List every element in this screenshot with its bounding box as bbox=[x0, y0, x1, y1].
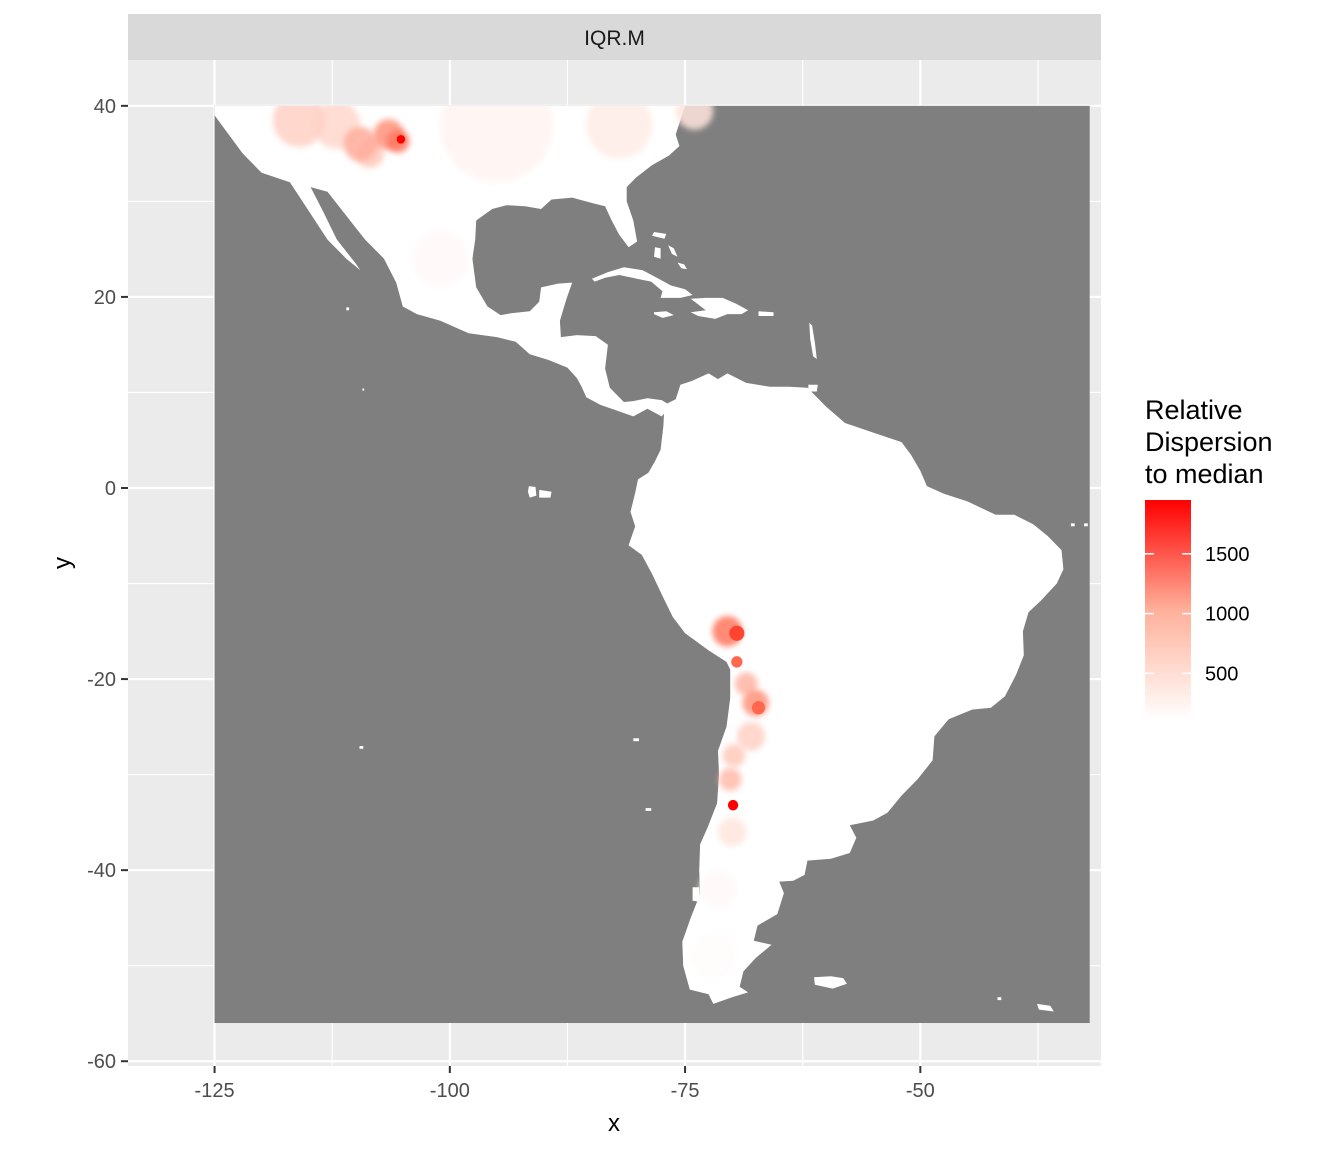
dispersion-hotspot bbox=[396, 134, 406, 144]
dispersion-hotspot bbox=[689, 932, 737, 981]
y-tick-label: -60 bbox=[87, 1051, 116, 1073]
dispersion-hotspot bbox=[736, 722, 766, 751]
y-tick-label: -20 bbox=[87, 669, 116, 691]
y-tick-label: -40 bbox=[87, 860, 116, 882]
facet-strip-label: IQR.M bbox=[584, 27, 645, 50]
dispersion-hotspots bbox=[272, 105, 769, 981]
land-chiloe bbox=[692, 887, 701, 902]
land-bahamas-4 bbox=[677, 262, 687, 270]
land-south-america bbox=[628, 373, 1064, 1004]
y-tick-label: 0 bbox=[105, 478, 116, 500]
land-juan-fernandez bbox=[645, 808, 652, 811]
land-galapagos-1 bbox=[527, 486, 537, 498]
dispersion-hotspot bbox=[718, 767, 742, 791]
dispersion-hotspot bbox=[729, 625, 745, 641]
legend-break-label: 500 bbox=[1205, 663, 1238, 685]
dispersion-hotspot bbox=[699, 870, 737, 909]
land-south-georgia-1 bbox=[1037, 1003, 1054, 1012]
land-st-paul-rocks bbox=[1070, 523, 1075, 527]
land-easter-island-ish bbox=[359, 746, 364, 749]
land-south-georgia-2 bbox=[997, 997, 1002, 1001]
dispersion-hotspot bbox=[731, 656, 743, 668]
land-falklands bbox=[814, 976, 847, 989]
legend-colorbar bbox=[1145, 500, 1191, 720]
dispersion-hotspot bbox=[718, 817, 747, 847]
land-lesser-antilles bbox=[809, 322, 817, 359]
y-tick-label: 20 bbox=[94, 287, 116, 309]
facet-strip bbox=[128, 14, 1101, 60]
dispersion-hotspot bbox=[734, 672, 758, 696]
land-puerto-rico bbox=[758, 311, 774, 316]
land-trinidad bbox=[808, 384, 818, 392]
legend-ticks: 1500 1000 500 bbox=[1145, 544, 1250, 685]
dispersion-hotspot bbox=[722, 744, 746, 767]
dispersion-hotspot bbox=[412, 230, 469, 288]
legend-break-label: 1000 bbox=[1205, 604, 1250, 626]
dispersion-hotspot bbox=[343, 126, 378, 162]
y-axis-title: y bbox=[49, 557, 76, 569]
colorbar-legend: Relative Dispersion to median 1500 1000 50… bbox=[1145, 395, 1273, 720]
x-tick-label: -125 bbox=[195, 1080, 235, 1102]
dispersion-hotspot bbox=[751, 701, 766, 715]
legend-title-line-2: Dispersion bbox=[1145, 427, 1273, 457]
legend-title-line-1: Relative bbox=[1145, 395, 1243, 425]
land-clipperton bbox=[362, 388, 365, 391]
land-san-felix bbox=[633, 738, 639, 742]
x-tick-label: -50 bbox=[906, 1080, 935, 1102]
x-tick-label: -100 bbox=[430, 1080, 470, 1102]
land-cuba bbox=[591, 267, 693, 298]
dispersion-hotspot bbox=[586, 105, 653, 159]
dispersion-hotspot bbox=[675, 105, 714, 130]
x-tick-label: -75 bbox=[671, 1080, 700, 1102]
dispersion-hotspot bbox=[727, 799, 739, 811]
dispersion-hotspot bbox=[272, 105, 326, 147]
land-bahamas-1 bbox=[652, 232, 667, 239]
land-hispaniola bbox=[690, 297, 749, 319]
land-revillagigedo bbox=[346, 307, 350, 311]
dispersion-hotspot bbox=[440, 105, 554, 183]
x-axis-title: x bbox=[608, 1110, 620, 1137]
land-fernando-noronha bbox=[1084, 523, 1088, 527]
legend-title-line-3: to median bbox=[1145, 459, 1264, 489]
land-bahamas-3 bbox=[668, 245, 678, 257]
x-axis: -125 -100 -75 -50 bbox=[195, 1066, 935, 1102]
y-axis: 40 20 0 -20 -40 -60 bbox=[87, 96, 128, 1073]
land-bahamas-2 bbox=[654, 247, 661, 259]
legend-break-label: 1500 bbox=[1205, 544, 1250, 566]
land-galapagos-2 bbox=[539, 489, 552, 498]
land-jamaica bbox=[654, 311, 674, 318]
y-tick-label: 40 bbox=[94, 96, 116, 118]
